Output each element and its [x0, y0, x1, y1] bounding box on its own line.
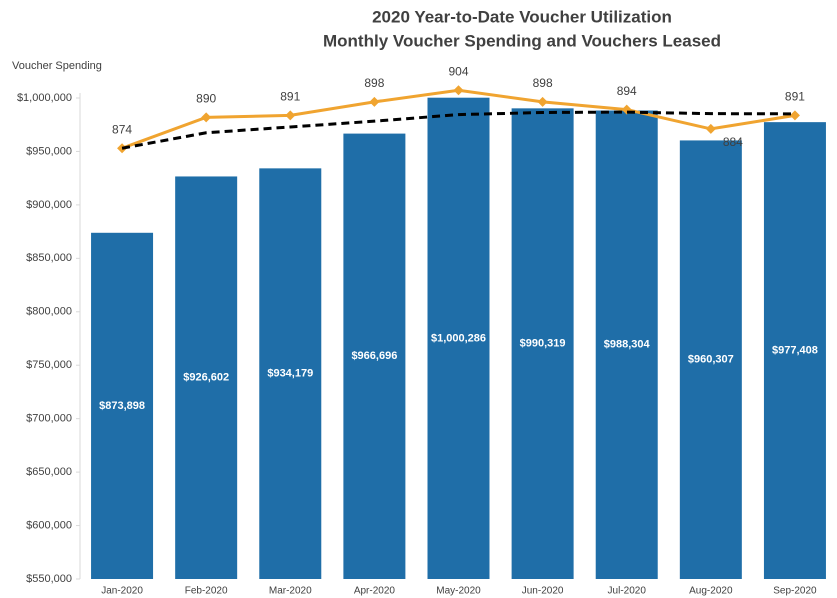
bar [511, 108, 574, 580]
bar [679, 140, 742, 579]
bar-label: $966,696 [351, 350, 397, 362]
line-label: 890 [196, 91, 216, 105]
line-marker [369, 96, 380, 107]
line-marker [537, 96, 548, 107]
bar-label: $960,307 [688, 354, 734, 366]
x-tick-label: Mar-2020 [269, 586, 312, 597]
line-marker [285, 110, 296, 121]
chart-subtitle: Monthly Voucher Spending and Vouchers Le… [323, 31, 721, 50]
y-axis-label: Voucher Spending [12, 60, 102, 72]
line-label: 898 [533, 76, 553, 90]
bar [595, 110, 658, 580]
line-label: 884 [723, 135, 743, 149]
bar-label: $988,304 [604, 339, 651, 351]
bar-label: $873,898 [99, 400, 145, 412]
line-marker [789, 110, 800, 121]
y-tick-label: $800,000 [26, 306, 72, 318]
line-label: 898 [364, 76, 384, 90]
bar-label: $934,179 [267, 368, 313, 380]
bar [427, 97, 490, 579]
line-label: 891 [785, 90, 805, 104]
bar [91, 232, 154, 579]
bar-label: $990,319 [520, 338, 566, 350]
x-tick-label: Jun-2020 [522, 586, 564, 597]
x-tick-label: May-2020 [436, 586, 481, 597]
y-tick-label: $900,000 [26, 199, 72, 211]
bar [175, 176, 238, 580]
line-label: 904 [448, 64, 468, 78]
y-tick-label: $1,000,000 [17, 92, 72, 104]
y-tick-label: $700,000 [26, 413, 72, 425]
line [121, 110, 795, 150]
bar [763, 122, 826, 579]
line-marker [705, 123, 716, 134]
y-tick-label: $600,000 [26, 519, 72, 531]
x-tick-label: Jul-2020 [608, 586, 647, 597]
x-tick-label: Jan-2020 [101, 586, 143, 597]
x-tick-label: Sep-2020 [773, 586, 817, 597]
line-marker [201, 112, 212, 123]
bar [259, 168, 322, 579]
bar-label: $977,408 [772, 344, 818, 356]
bar-label: $1,000,286 [431, 332, 486, 344]
line-label: 874 [112, 122, 132, 136]
y-tick-label: $850,000 [26, 252, 72, 264]
chart-title: 2020 Year-to-Date Voucher Utilization [372, 7, 672, 26]
bar [343, 133, 406, 580]
line-label: 891 [280, 90, 300, 104]
y-tick-label: $950,000 [26, 145, 72, 157]
line-marker [453, 85, 464, 96]
x-tick-label: Feb-2020 [185, 586, 228, 597]
line-label: 894 [617, 84, 637, 98]
bar-label: $926,602 [183, 372, 229, 384]
x-tick-label: Aug-2020 [689, 586, 733, 597]
y-tick-label: $550,000 [26, 573, 72, 585]
x-tick-label: Apr-2020 [354, 586, 396, 597]
y-tick-label: $650,000 [26, 466, 72, 478]
y-tick-label: $750,000 [26, 359, 72, 371]
